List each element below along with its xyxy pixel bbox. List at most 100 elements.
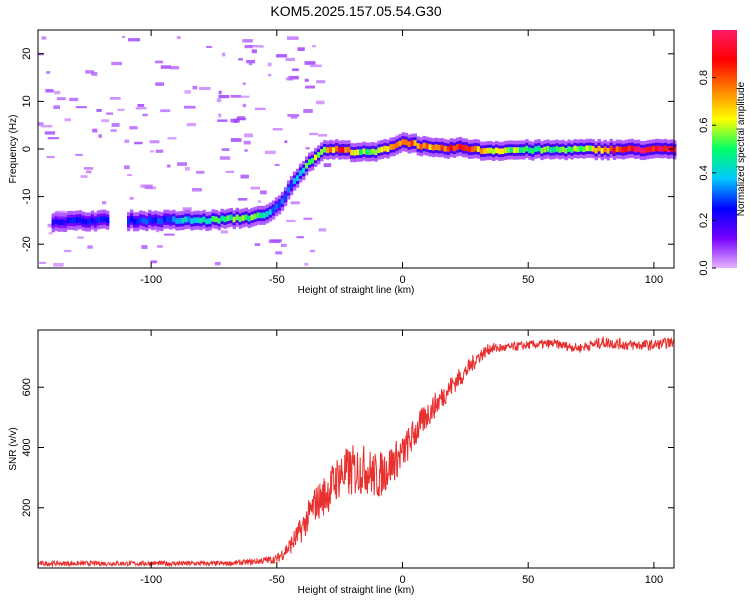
heatmap-cell bbox=[579, 145, 583, 152]
heatmap-noise-speck bbox=[258, 200, 262, 203]
heatmap-cell bbox=[181, 217, 185, 224]
y-tick-label: -20 bbox=[21, 236, 33, 252]
heatmap-cell bbox=[54, 218, 58, 225]
colorbar: 0.0 0.2 0.4 0.6 0.8 Normalized spectral ampl… bbox=[698, 30, 747, 276]
spectrogram-heatmap bbox=[38, 35, 677, 267]
heatmap-cell bbox=[172, 216, 176, 223]
heatmap-cell bbox=[591, 145, 595, 152]
heatmap-cell bbox=[455, 144, 460, 150]
heatmap-noise-speck bbox=[242, 39, 253, 43]
heatmap-cell bbox=[470, 146, 475, 153]
heatmap-noise-speck bbox=[38, 122, 44, 126]
heatmap-noise-speck bbox=[309, 132, 318, 136]
heatmap-noise-speck bbox=[316, 100, 325, 105]
heatmap-cell bbox=[196, 217, 200, 223]
heatmap-noise-speck bbox=[122, 35, 126, 39]
heatmap-cell bbox=[344, 147, 348, 153]
heatmap-cell bbox=[160, 218, 164, 225]
heatmap-cell bbox=[386, 146, 390, 152]
heatmap-cell bbox=[220, 215, 224, 222]
heatmap-cell bbox=[250, 214, 255, 221]
heatmap-cell bbox=[317, 152, 321, 158]
heatmap-noise-speck bbox=[155, 82, 164, 86]
heatmap-noise-speck bbox=[275, 251, 283, 255]
heatmap-cell bbox=[202, 216, 206, 223]
heatmap-cell bbox=[482, 148, 487, 154]
heatmap-cell bbox=[519, 147, 523, 153]
heatmap-cell bbox=[256, 212, 261, 219]
heatmap-cell bbox=[99, 216, 104, 223]
heatmap-cell bbox=[609, 145, 613, 152]
heatmap-noise-speck bbox=[246, 59, 256, 64]
heatmap-cell bbox=[546, 146, 550, 152]
heatmap-noise-speck bbox=[164, 233, 175, 236]
figure-title: KOM5.2025.157.05.54.G30 bbox=[270, 3, 441, 19]
heatmap-cell bbox=[163, 216, 167, 222]
heatmap-noise-speck bbox=[221, 148, 230, 151]
heatmap-cell bbox=[235, 214, 239, 221]
heatmap-cell bbox=[127, 218, 131, 225]
heatmap-cell bbox=[618, 146, 623, 153]
heatmap-cell bbox=[90, 217, 95, 223]
heatmap-cell bbox=[549, 147, 553, 153]
heatmap-noise-speck bbox=[272, 128, 283, 131]
heatmap-noise-speck bbox=[270, 239, 282, 243]
heatmap-noise-speck bbox=[124, 165, 130, 170]
spectrogram-y-label: Frequency (Hz) bbox=[8, 115, 19, 184]
heatmap-cell bbox=[262, 212, 267, 219]
heatmap-noise-speck bbox=[149, 150, 154, 153]
heatmap-noise-speck bbox=[284, 140, 288, 144]
heatmap-cell bbox=[226, 215, 230, 221]
heatmap-cell bbox=[615, 146, 620, 152]
heatmap-noise-speck bbox=[167, 164, 171, 168]
heatmap-noise-speck bbox=[303, 109, 313, 113]
heatmap-cell bbox=[205, 218, 209, 225]
heatmap-noise-speck bbox=[243, 140, 251, 145]
x-tick-label: -50 bbox=[269, 574, 285, 586]
heatmap-noise-speck bbox=[160, 65, 171, 69]
heatmap-cell bbox=[130, 216, 134, 222]
heatmap-noise-speck bbox=[127, 174, 132, 177]
heatmap-noise-speck bbox=[160, 109, 171, 113]
heatmap-cell bbox=[136, 218, 140, 225]
heatmap-cell bbox=[380, 146, 384, 153]
colorbar-tick-label: 0.6 bbox=[698, 118, 710, 133]
heatmap-cell bbox=[63, 219, 67, 226]
heatmap-cell bbox=[486, 147, 490, 154]
heatmap-cell bbox=[636, 146, 641, 152]
heatmap-noise-speck bbox=[214, 261, 221, 266]
heatmap-noise-speck bbox=[288, 77, 294, 81]
heatmap-cell bbox=[277, 202, 282, 208]
heatmap-cell bbox=[295, 175, 300, 181]
heatmap-cell bbox=[350, 149, 354, 156]
heatmap-cell bbox=[663, 145, 668, 152]
heatmap-noise-speck bbox=[304, 78, 309, 82]
heatmap-cell bbox=[525, 145, 529, 152]
heatmap-cell bbox=[407, 141, 411, 147]
heatmap-cell bbox=[247, 215, 252, 222]
heatmap-cell bbox=[214, 216, 218, 223]
heatmap-cell bbox=[347, 146, 351, 153]
heatmap-noise-speck bbox=[242, 103, 247, 108]
heatmap-noise-speck bbox=[96, 109, 102, 112]
heatmap-noise-speck bbox=[242, 82, 246, 85]
colorbar-tick-label: 0.8 bbox=[698, 70, 710, 85]
heatmap-cell bbox=[428, 144, 432, 150]
heatmap-noise-speck bbox=[40, 125, 53, 128]
heatmap-cell bbox=[368, 149, 372, 155]
heatmap-noise-speck bbox=[288, 75, 299, 80]
y-tick-label: 200 bbox=[21, 499, 33, 517]
heatmap-noise-speck bbox=[64, 118, 71, 122]
heatmap-noise-speck bbox=[98, 134, 102, 138]
x-tick-label: 50 bbox=[522, 274, 534, 286]
heatmap-cell bbox=[645, 146, 650, 153]
heatmap-cell bbox=[516, 147, 520, 153]
heatmap-cell bbox=[190, 218, 194, 224]
x-tick-label: 100 bbox=[645, 274, 663, 286]
heatmap-noise-speck bbox=[176, 36, 181, 39]
heatmap-noise-speck bbox=[134, 141, 143, 145]
heatmap-cell bbox=[543, 146, 547, 153]
heatmap-cell bbox=[479, 148, 484, 154]
heatmap-noise-speck bbox=[219, 156, 231, 160]
heatmap-cell bbox=[329, 146, 333, 153]
